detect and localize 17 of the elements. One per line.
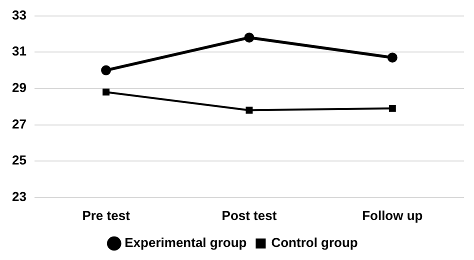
y-tick-label: 25 (12, 152, 26, 168)
y-tick-label: 31 (12, 44, 26, 59)
x-tick-label: Post test (222, 208, 278, 223)
y-tick-label: 27 (12, 116, 26, 132)
point (244, 32, 254, 43)
legend-label: Experimental group (124, 235, 247, 250)
y-tick-label: 29 (12, 80, 26, 96)
point (102, 88, 110, 96)
x-tick-label: Follow up (362, 208, 423, 223)
legend-label: Control group (271, 235, 358, 250)
point (388, 104, 396, 112)
point (246, 106, 253, 114)
point (387, 52, 398, 63)
point (101, 65, 112, 76)
y-tick-label: 33 (12, 7, 26, 22)
y-tick-label: 23 (12, 188, 26, 204)
x-tick-label: Pre test (82, 208, 131, 223)
